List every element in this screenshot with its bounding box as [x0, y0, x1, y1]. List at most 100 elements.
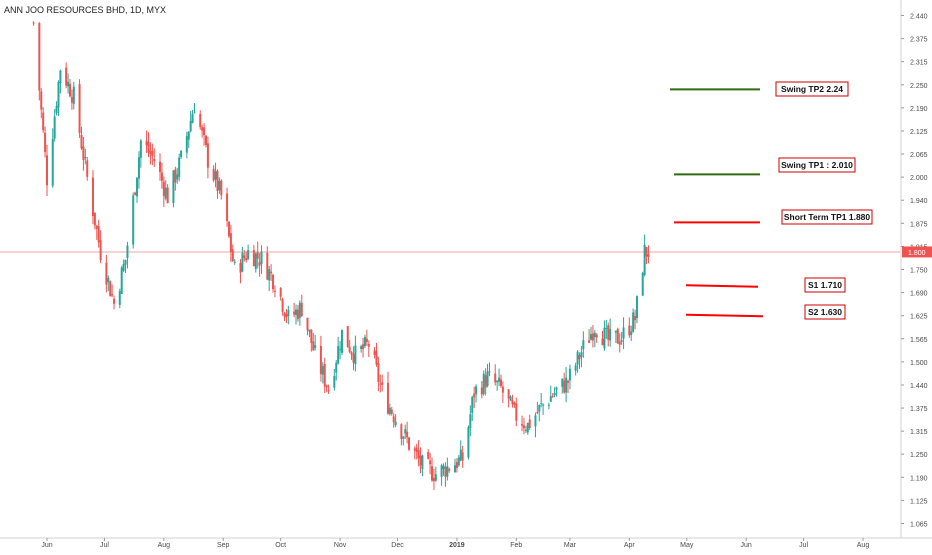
candle-body — [509, 396, 512, 401]
candle-body — [595, 334, 598, 338]
level-line — [685, 284, 759, 288]
candle-body — [67, 81, 70, 87]
candle-body — [429, 460, 432, 465]
candle-body — [524, 429, 527, 431]
candle-body — [95, 225, 98, 229]
candle-body — [109, 281, 112, 297]
candle-body — [406, 431, 409, 438]
y-tick-label: 1.940 — [910, 198, 928, 205]
candle-body — [124, 259, 127, 265]
candle-body — [352, 354, 355, 363]
price-axis[interactable]: 2.440 2.375 2.315 2.250 2.190 2.125 2.065 2.000… — [901, 14, 932, 529]
candle-body — [214, 171, 217, 180]
candle-body — [551, 395, 554, 397]
candle-body — [448, 468, 451, 471]
x-tick-label: Aug — [857, 542, 870, 549]
candle-body — [270, 271, 273, 274]
candle-body — [442, 465, 445, 469]
candle-body — [616, 328, 619, 344]
candle-body — [293, 311, 296, 315]
candle-body — [321, 366, 324, 375]
candle-body — [526, 422, 529, 433]
candle-body — [386, 382, 389, 414]
y-tick-label: 2.440 — [910, 14, 928, 21]
candle-body — [120, 267, 123, 294]
candle-body — [149, 151, 152, 155]
grid-layer — [0, 0, 932, 539]
candle-body — [201, 127, 204, 131]
candle-body — [68, 83, 71, 97]
candle-body — [204, 135, 207, 145]
candle-body — [421, 455, 424, 470]
candle-body — [630, 331, 633, 335]
candle-body — [394, 421, 397, 426]
x-tick-label: Mar — [564, 542, 577, 549]
candle-body — [260, 251, 263, 264]
candles-layer — [32, 21, 650, 490]
x-tick-label: Jun — [741, 542, 752, 549]
y-tick-label: 1.500 — [910, 360, 928, 367]
candle-body — [591, 333, 594, 341]
candle-body — [229, 233, 232, 253]
time-axis[interactable]: Jun Jul Aug Sep Oct Nov Dec 2019 Feb Mar Apr May Jun… — [41, 538, 869, 549]
candle-body — [607, 325, 610, 340]
candle-body — [337, 346, 340, 364]
candle-body — [193, 112, 196, 114]
candle-body — [239, 262, 242, 273]
level-label-box — [804, 304, 846, 320]
candle-body — [137, 157, 140, 179]
y-tick-label: 1.375 — [910, 406, 928, 413]
candle-body — [333, 375, 336, 388]
candle-body — [360, 346, 363, 350]
candle-body — [295, 309, 298, 315]
candle-body — [82, 146, 85, 160]
candle-body — [159, 161, 162, 173]
candle-body — [70, 97, 73, 103]
candle-body — [469, 414, 472, 428]
candle-body — [162, 181, 165, 196]
candle-body — [227, 221, 230, 237]
candle-body — [373, 350, 376, 355]
y-tick-label: 1.190 — [910, 475, 928, 482]
candle-body — [327, 390, 330, 392]
candle-body — [375, 351, 378, 365]
x-tick-label: Aug — [158, 542, 171, 549]
candle-body — [511, 400, 514, 405]
x-tick-label: Jul — [799, 542, 808, 549]
candle-body — [38, 23, 41, 91]
y-tick-label: 1.065 — [910, 522, 928, 529]
candle-body — [220, 180, 223, 196]
annotation-layer: Swing TP2 2.24 Swing TP1 : 2.010 Short Ter… — [670, 81, 873, 320]
candle-body — [136, 177, 139, 197]
candle-body — [325, 385, 328, 388]
candle-body — [279, 288, 282, 297]
candle-body — [440, 465, 443, 477]
candle-body — [578, 355, 581, 360]
candle-body — [97, 226, 100, 243]
candle-body — [381, 382, 384, 385]
candle-body — [166, 187, 169, 204]
x-tick-label: Apr — [624, 542, 636, 549]
candle-body — [107, 277, 110, 282]
candle-body — [310, 329, 313, 343]
candle-body — [176, 174, 179, 180]
y-tick-label: 2.250 — [910, 83, 928, 90]
chart-title: ANN JOO RESOURCES BHD, 1D, MYX — [4, 5, 166, 15]
candle-body — [245, 257, 248, 261]
level-line — [685, 313, 764, 318]
candle-body — [153, 159, 156, 161]
x-tick-label: 2019 — [449, 542, 465, 549]
y-tick-label: 1.625 — [910, 314, 928, 321]
candle-body — [241, 252, 244, 272]
candle-body — [553, 392, 556, 396]
candle-body — [431, 466, 434, 481]
candle-body — [643, 244, 646, 275]
candle-body — [590, 334, 592, 340]
candle-body — [471, 396, 474, 413]
y-tick-label: 2.190 — [910, 106, 928, 113]
candle-body — [484, 375, 487, 388]
candle-body — [634, 316, 637, 321]
candle-body — [300, 303, 303, 317]
